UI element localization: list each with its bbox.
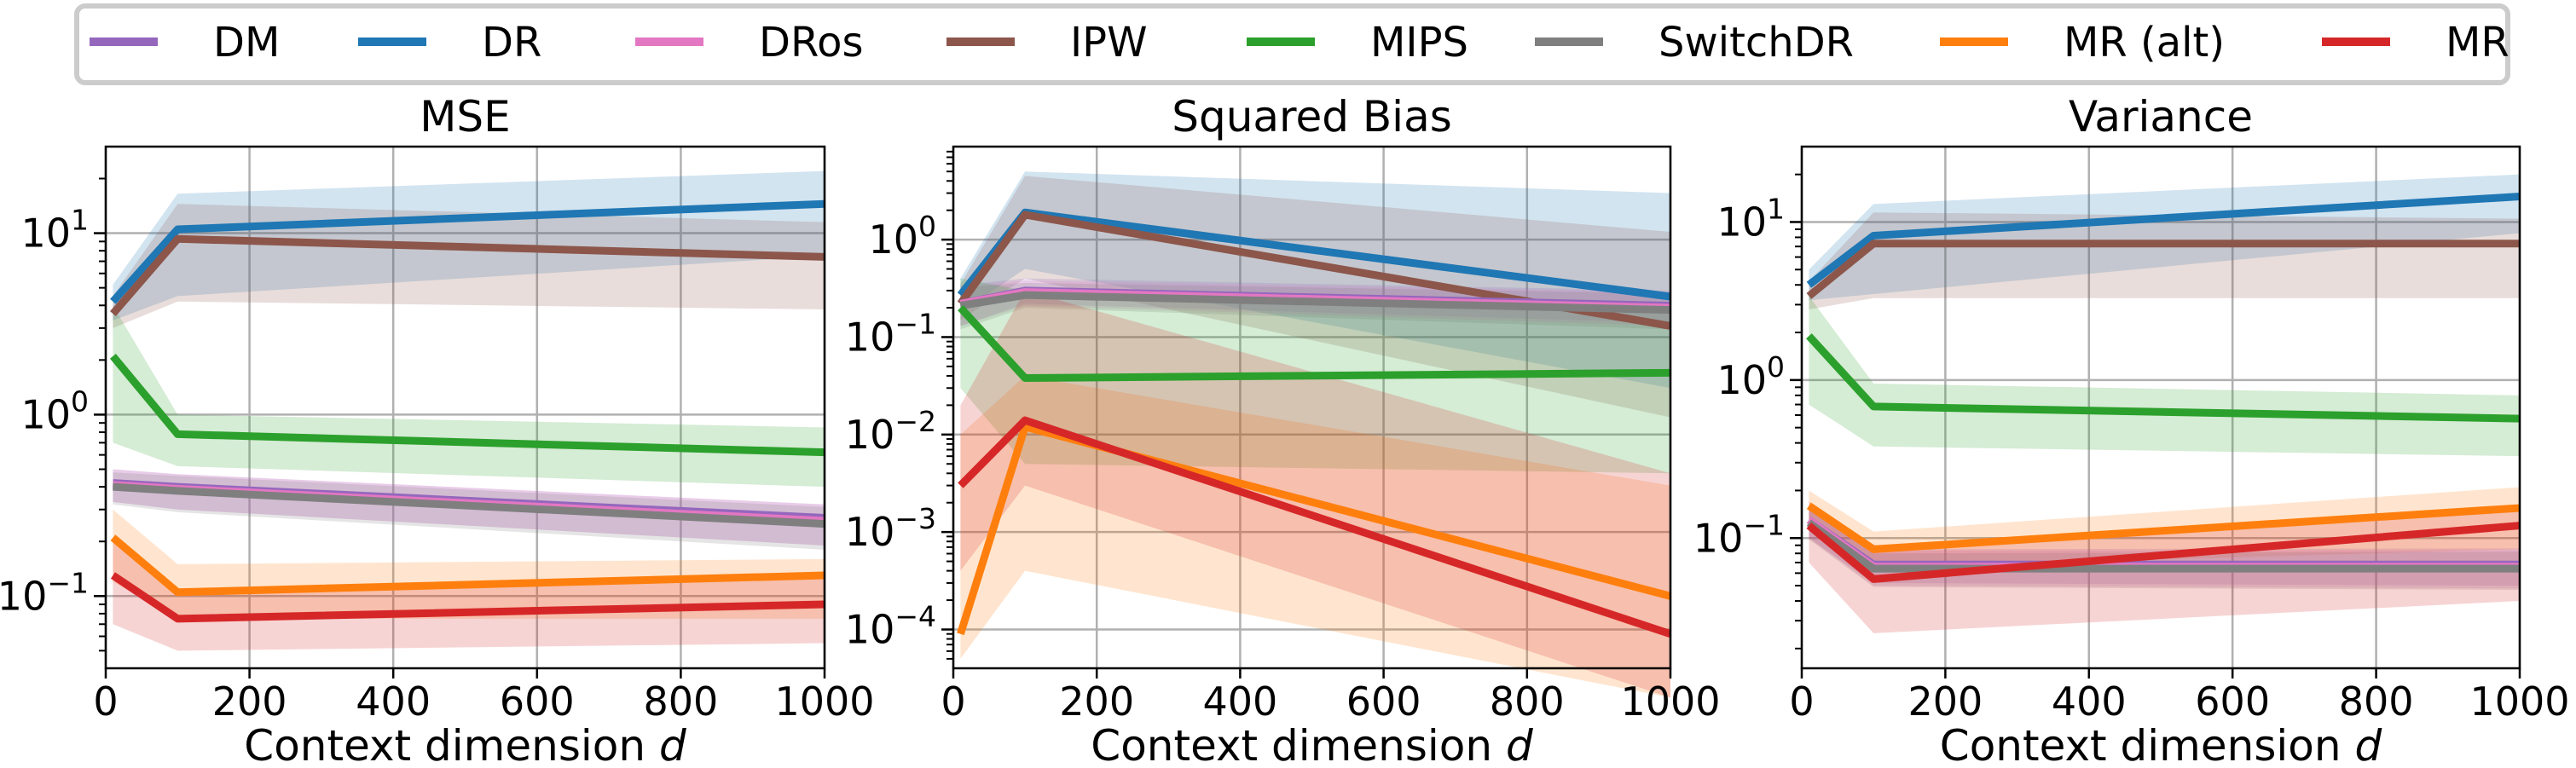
band-mr — [960, 290, 1670, 698]
y-tick-label: 10−4 — [845, 599, 936, 652]
legend-label: MR — [2446, 19, 2509, 66]
chart-panel-variance: 0 200 400 600 800 1000 10−1 100 101 Variance Conte… — [1693, 92, 2570, 768]
legend-label: SwitchDR — [1658, 19, 1854, 66]
series-line-mr-alt — [957, 423, 1672, 636]
legend-item-ipw: IPW — [946, 19, 1148, 66]
y-tick-label: 10−1 — [845, 307, 936, 360]
x-tick-label: 800 — [643, 678, 718, 725]
series-line-dr — [1806, 193, 2521, 288]
x-tick-label: 0 — [941, 678, 965, 725]
x-tick-label: 0 — [93, 678, 118, 725]
x-tick-label: 400 — [356, 678, 431, 725]
x-tick-label: 1000 — [2469, 678, 2569, 725]
y-tick-label: 10−1 — [1693, 508, 1785, 561]
legend-label: MR (alt) — [2064, 19, 2225, 66]
y-tick-label: 101 — [1716, 192, 1785, 245]
band-ipw — [1809, 212, 2520, 309]
series-line-mr — [958, 416, 1672, 638]
series-line-mr — [110, 572, 825, 623]
series-line-switchdr — [1806, 519, 2520, 573]
x-tick-label: 400 — [2052, 678, 2127, 725]
series-line-dr — [110, 199, 825, 304]
x-tick-label: 0 — [1789, 678, 1814, 725]
x-tick-label: 200 — [212, 678, 287, 725]
axes-frame — [104, 145, 826, 670]
axes-frame — [1800, 145, 2521, 670]
axes-frame — [952, 145, 1672, 670]
series-line-ipw — [957, 211, 1671, 330]
series-lines — [109, 199, 825, 623]
y-tick-label: 100 — [20, 384, 89, 437]
legend-item-dm: DM — [90, 19, 280, 66]
panel-title: Variance — [2069, 92, 2253, 141]
y-minor-ticks — [946, 150, 953, 660]
series-line-mips — [1806, 333, 2521, 423]
legend-label: DRos — [759, 19, 864, 66]
legend-item-mips: MIPS — [1247, 19, 1468, 66]
x-axis-title: Context dimension d — [1940, 721, 2382, 768]
legend-item-dr: DR — [358, 19, 541, 66]
legend-item-mr-alt: MR (alt) — [1940, 19, 2225, 66]
x-tick-label: 200 — [1059, 678, 1134, 725]
x-tick-label: 600 — [1346, 678, 1421, 725]
series-line-mr — [1806, 522, 2521, 583]
legend: DM DR DRos IPW MIPS SwitchDR MR (alt) MR — [74, 3, 2510, 85]
series-line-switchdr — [113, 482, 825, 528]
panel-title: Squared Bias — [1172, 92, 1452, 141]
series-lines — [957, 208, 1672, 638]
x-tick-label: 600 — [500, 678, 575, 725]
x-axis-title: Context dimension d — [244, 721, 686, 768]
y-tick-label: 100 — [1716, 350, 1785, 403]
series-lines — [1806, 193, 2521, 583]
x-axis-title: Context dimension d — [1091, 721, 1533, 768]
x-tick-label: 400 — [1202, 678, 1277, 725]
series-line-mips — [958, 304, 1671, 383]
series-line-ipw — [110, 234, 825, 316]
chart-panel-mse: 0 200 400 600 800 1000 10−1 100 101 MSE Context di… — [0, 92, 875, 768]
series-line-switchdr — [959, 291, 1671, 315]
series-line-mips — [109, 353, 825, 457]
legend-label: DR — [482, 19, 541, 66]
band-mips — [113, 305, 825, 488]
x-tick-label: 600 — [2195, 678, 2270, 725]
series-line-mr-alt — [110, 534, 825, 597]
legend-item-switchdr: SwitchDR — [1535, 19, 1854, 66]
x-tick-label: 200 — [1907, 678, 1983, 725]
series-line-ipw — [1806, 240, 2520, 299]
y-tick-label: 10−1 — [0, 566, 89, 619]
legend-item-mr: MR — [2322, 19, 2509, 66]
chart-panel-squared-bias: 0 200 400 600 800 1000 10−4 10−3 10−2 10−1 100 Squa… — [845, 92, 1721, 768]
x-tick-label: 1000 — [1620, 678, 1720, 725]
y-tick-label: 101 — [20, 204, 89, 257]
legend-item-dros: DRos — [635, 19, 864, 66]
legend-label: IPW — [1070, 19, 1148, 66]
plot-area — [953, 147, 1670, 668]
y-minor-ticks — [1795, 173, 1802, 650]
panel-title: MSE — [420, 92, 510, 141]
x-tick-label: 800 — [2339, 678, 2414, 725]
band-ipw — [113, 204, 825, 328]
band-mr — [113, 541, 825, 651]
x-tick-label: 800 — [1490, 678, 1565, 725]
y-tick-label: 100 — [868, 210, 936, 263]
y-tick-label: 10−2 — [845, 405, 936, 458]
legend-label: MIPS — [1370, 19, 1468, 66]
legend-label: DM — [213, 19, 280, 66]
x-tick-label: 1000 — [774, 678, 874, 725]
y-tick-label: 10−3 — [845, 502, 936, 555]
series-line-mr-alt — [1806, 502, 2521, 553]
y-minor-ticks — [99, 177, 106, 652]
